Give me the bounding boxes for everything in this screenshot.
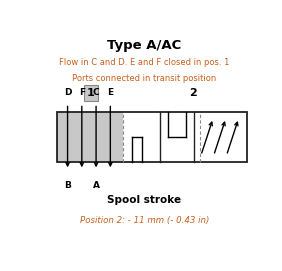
Text: E: E bbox=[107, 88, 113, 97]
Text: Spool stroke: Spool stroke bbox=[107, 195, 182, 205]
Text: 2: 2 bbox=[189, 88, 197, 98]
FancyBboxPatch shape bbox=[57, 112, 123, 162]
Text: D: D bbox=[64, 88, 71, 97]
Text: Flow in C and D. E and F closed in pos. 1: Flow in C and D. E and F closed in pos. … bbox=[59, 57, 230, 67]
Text: F: F bbox=[79, 88, 85, 97]
Text: A: A bbox=[92, 181, 100, 190]
Text: B: B bbox=[64, 181, 71, 190]
Text: Position 2: - 11 mm (- 0.43 in): Position 2: - 11 mm (- 0.43 in) bbox=[80, 216, 209, 225]
Bar bbox=[57, 112, 247, 162]
Text: Type A/AC: Type A/AC bbox=[107, 39, 182, 52]
Text: 1: 1 bbox=[87, 88, 95, 98]
Text: Ports connected in transit position: Ports connected in transit position bbox=[72, 74, 217, 83]
Text: C: C bbox=[93, 88, 99, 97]
